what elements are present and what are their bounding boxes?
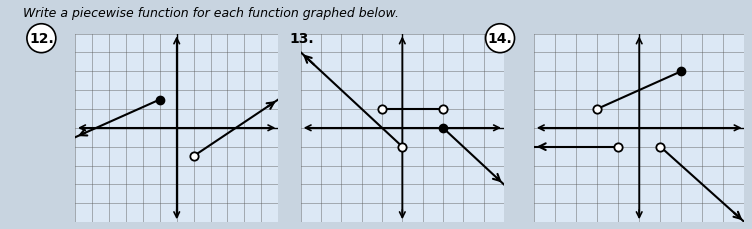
Text: 14.: 14. bbox=[488, 32, 512, 46]
Text: Write a piecewise function for each function graphed below.: Write a piecewise function for each func… bbox=[23, 7, 399, 20]
Text: 13.: 13. bbox=[290, 32, 314, 46]
Text: 12.: 12. bbox=[29, 32, 53, 46]
